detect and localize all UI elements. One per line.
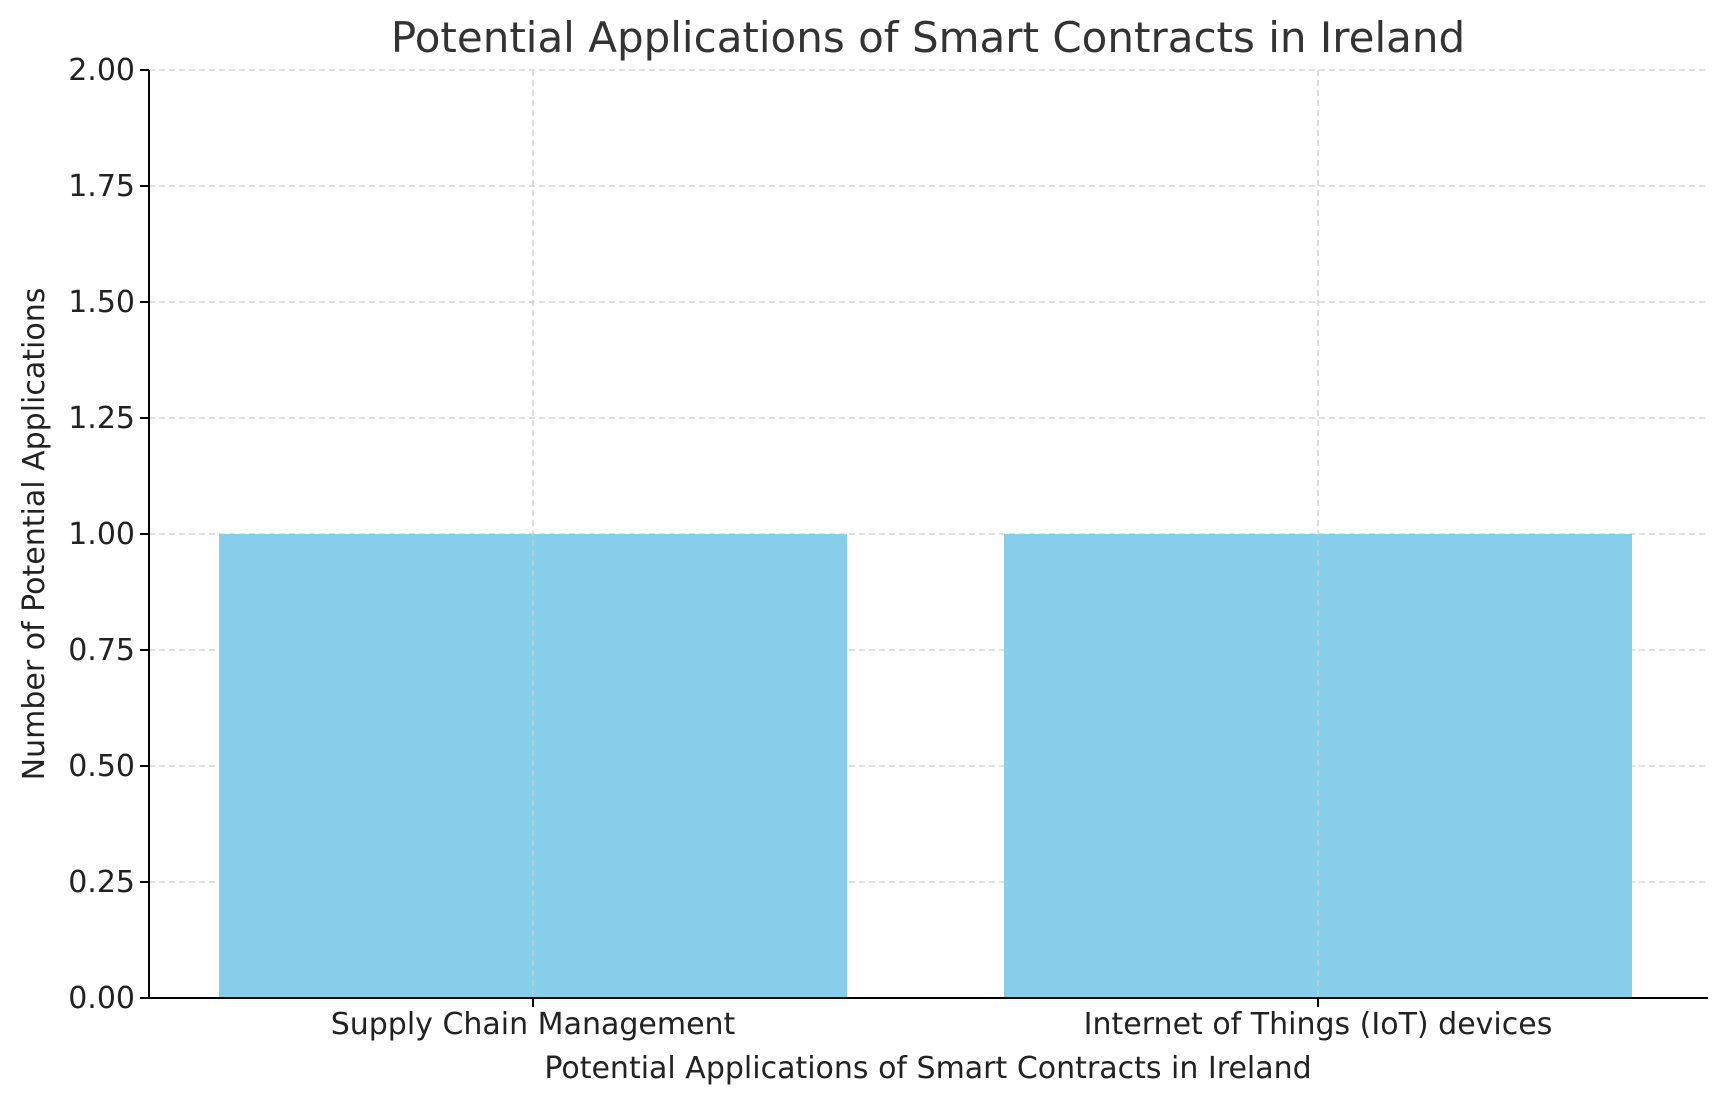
y-tick-label: 1.00 bbox=[68, 517, 135, 552]
x-tick-label: Internet of Things (IoT) devices bbox=[1084, 1007, 1553, 1042]
chart-title: Potential Applications of Smart Contract… bbox=[391, 13, 1465, 62]
y-axis-ticks: 0.00 0.25 0.50 0.75 1.00 1.25 1.50 1.75 2.00 bbox=[68, 53, 149, 1016]
y-tick-label: 1.75 bbox=[68, 169, 135, 204]
y-tick-label: 1.25 bbox=[68, 401, 135, 436]
x-axis-label: Potential Applications of Smart Contract… bbox=[544, 1051, 1311, 1086]
x-gridlines bbox=[532, 70, 1319, 998]
y-tick-label: 0.75 bbox=[68, 633, 135, 668]
x-axis-ticks: Supply Chain Management Internet of Thing… bbox=[331, 998, 1553, 1042]
y-tick-label: 0.25 bbox=[68, 865, 135, 900]
y-tick-label: 2.00 bbox=[68, 53, 135, 88]
x-tick-label: Supply Chain Management bbox=[331, 1007, 736, 1042]
y-tick-label: 1.50 bbox=[68, 285, 135, 320]
bars bbox=[219, 534, 1632, 998]
y-axis-label: Number of Potential Applications bbox=[17, 288, 52, 781]
y-tick-label: 0.00 bbox=[68, 981, 135, 1016]
y-tick-label: 0.50 bbox=[68, 749, 135, 784]
